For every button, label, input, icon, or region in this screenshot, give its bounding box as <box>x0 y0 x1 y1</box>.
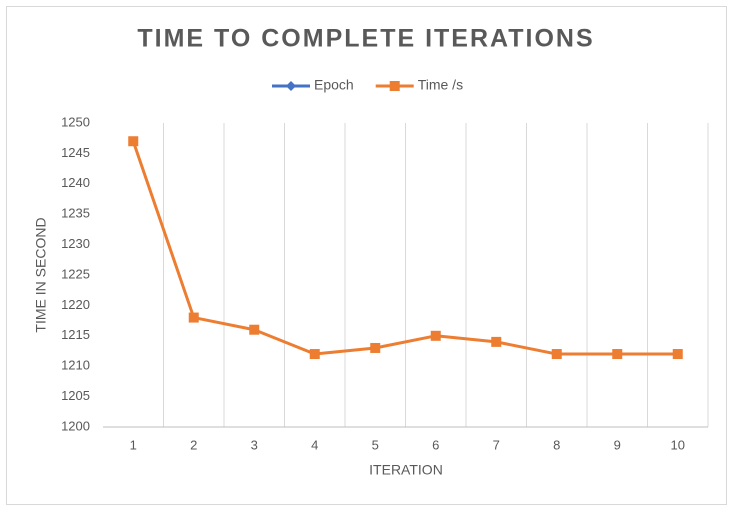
data-point <box>672 349 683 360</box>
data-point <box>188 312 199 323</box>
y-tick-label: 1225 <box>61 266 90 281</box>
y-tick-label: 1215 <box>61 327 90 342</box>
y-tick-label: 1200 <box>61 418 90 433</box>
y-tick-label: 1250 <box>61 114 90 129</box>
y-tick-label: 1220 <box>61 297 90 312</box>
chart-title: TIME TO COMPLETE ITERATIONS <box>137 25 594 53</box>
data-point <box>309 349 320 360</box>
data-point <box>128 136 139 147</box>
data-point <box>612 349 623 360</box>
data-point <box>370 342 381 353</box>
x-tick-label: 9 <box>614 437 621 452</box>
x-tick-label: 2 <box>190 437 197 452</box>
data-point <box>430 330 441 341</box>
data-point <box>249 324 260 335</box>
y-tick-label: 1210 <box>61 358 90 373</box>
y-axis-title: TIME IN SECOND <box>33 217 49 332</box>
data-point <box>551 349 562 360</box>
y-tick-label: 1230 <box>61 236 90 251</box>
legend-label: Epoch <box>314 77 354 93</box>
x-tick-label: 7 <box>493 437 500 452</box>
y-tick-label: 1245 <box>61 145 90 160</box>
legend-label: Time /s <box>418 77 463 93</box>
x-tick-label: 1 <box>130 437 137 452</box>
data-point <box>491 336 502 347</box>
x-tick-label: 5 <box>372 437 379 452</box>
legend-marker <box>389 81 400 91</box>
series-line <box>131 140 678 356</box>
x-tick-label: 8 <box>553 437 560 452</box>
legend-marker <box>286 81 296 91</box>
chart-border <box>6 6 727 505</box>
y-tick-label: 1240 <box>61 175 90 190</box>
y-tick-label: 1235 <box>61 206 90 221</box>
x-tick-label: 6 <box>432 437 439 452</box>
y-tick-label: 1205 <box>61 388 90 403</box>
x-tick-label: 10 <box>671 437 685 452</box>
x-tick-label: 4 <box>311 437 318 452</box>
x-axis-title: ITERATION <box>369 462 443 478</box>
x-tick-label: 3 <box>251 437 258 452</box>
